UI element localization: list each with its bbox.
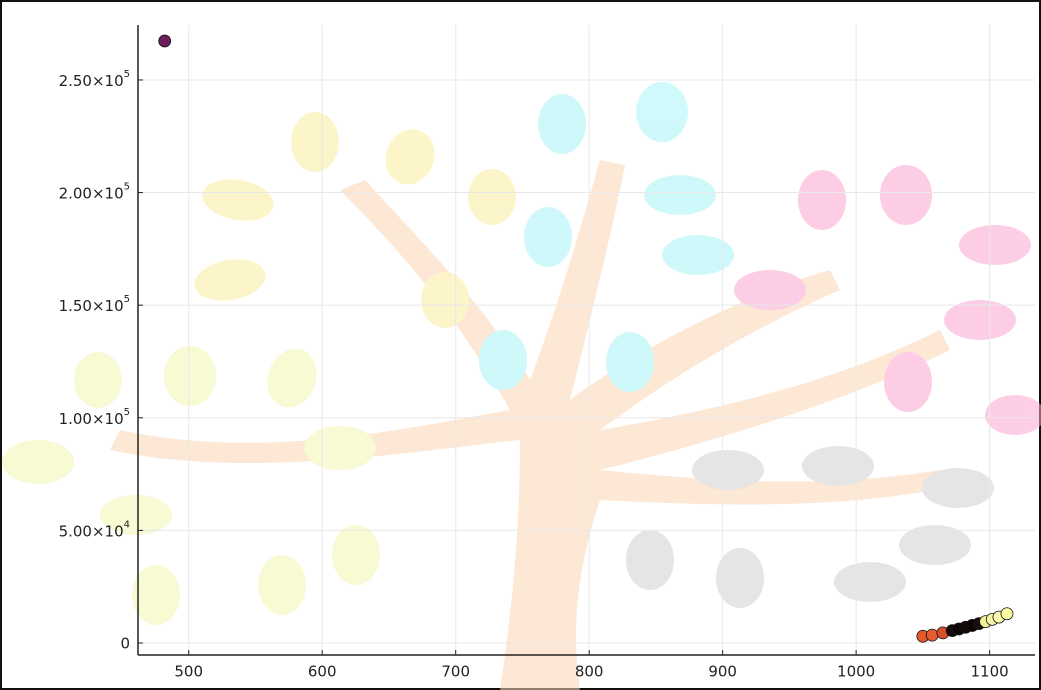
y-tick-mantissa: 2.50×10	[59, 71, 124, 89]
point	[926, 629, 938, 641]
y-tick-exponent: 5	[124, 407, 130, 418]
y-tick-label: 2.00×105	[59, 182, 130, 203]
point	[1001, 608, 1013, 620]
x-tick-label: 1000	[837, 663, 875, 681]
y-tick-label: 1.50×105	[59, 294, 130, 315]
point	[159, 35, 171, 47]
y-tick-label: 2.50×105	[59, 69, 130, 90]
chart: 5006007008009001000110005.00×1041.00×105…	[0, 0, 1041, 690]
x-tick-label: 500	[174, 663, 203, 681]
x-tick-label: 900	[708, 663, 737, 681]
x-tick-label: 800	[575, 663, 604, 681]
y-tick-mantissa: 2.00×10	[59, 184, 124, 202]
y-tick-label: 5.00×104	[59, 519, 130, 540]
y-tick-exponent: 4	[124, 519, 130, 530]
x-tick-label: 1100	[971, 663, 1009, 681]
y-tick-exponent: 5	[124, 294, 130, 305]
y-tick-label: 0	[120, 634, 130, 652]
y-tick-mantissa: 5.00×10	[59, 522, 124, 540]
y-tick-mantissa: 1.00×10	[59, 409, 124, 427]
x-tick-label: 600	[308, 663, 337, 681]
y-tick-exponent: 5	[124, 182, 130, 193]
y-tick-exponent: 5	[124, 69, 130, 80]
x-tick-label: 700	[441, 663, 470, 681]
y-tick-label: 1.00×105	[59, 407, 130, 428]
y-tick-mantissa: 1.50×10	[59, 297, 124, 315]
